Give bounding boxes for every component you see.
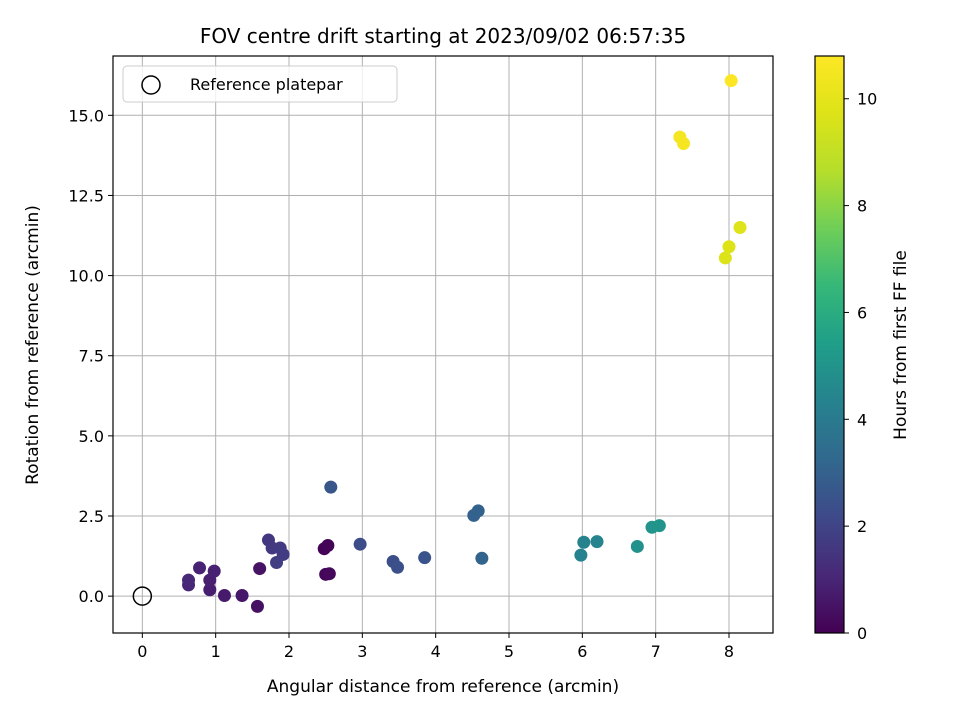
data-point	[353, 537, 367, 551]
y-tick-label: 5.0	[79, 427, 104, 446]
colorbar-tick-label: 4	[857, 410, 867, 429]
data-point	[182, 573, 196, 587]
colorbar-tick-label: 8	[857, 197, 867, 216]
y-tick-label: 7.5	[79, 347, 104, 366]
data-point	[322, 567, 336, 581]
data-point	[577, 535, 591, 549]
y-tick-label: 10.0	[68, 267, 104, 286]
chart-title: FOV centre drift starting at 2023/09/02 …	[200, 24, 686, 48]
data-point	[250, 599, 264, 613]
data-point	[471, 504, 485, 518]
x-tick-label: 8	[724, 642, 734, 661]
legend: Reference platepar	[122, 65, 398, 103]
x-tick-label: 3	[357, 642, 367, 661]
data-point	[193, 561, 207, 575]
data-point	[270, 555, 284, 569]
data-point	[324, 480, 338, 494]
data-point	[718, 251, 732, 265]
x-tick-label: 1	[211, 642, 221, 661]
y-tick-label: 12.5	[68, 186, 104, 205]
y-tick-label: 0.0	[79, 587, 104, 606]
data-point	[253, 562, 267, 576]
data-point	[724, 74, 738, 88]
colorbar-ticks: 0 2 4 6 8 10	[844, 90, 877, 643]
data-point	[652, 519, 666, 533]
grid	[113, 56, 773, 633]
x-axis-label: Angular distance from reference (arcmin)	[267, 677, 619, 697]
x-tick-label: 5	[504, 642, 514, 661]
y-tick-label: 2.5	[79, 507, 104, 526]
data-point	[321, 538, 335, 552]
y-axis-label: Rotation from reference (arcmin)	[23, 205, 43, 485]
colorbar-tick-label: 2	[857, 517, 867, 536]
data-point	[203, 583, 217, 597]
data-point	[391, 560, 405, 574]
data-point	[630, 539, 644, 553]
x-tick-label: 6	[577, 642, 587, 661]
colorbar-label: Hours from first FF file	[891, 250, 911, 440]
colorbar-tick-label: 0	[857, 624, 867, 643]
plot-frame	[112, 55, 774, 634]
data-point	[590, 535, 604, 549]
data-point	[207, 564, 221, 578]
x-axis-ticks: 0 1 2 3 4 5 6 7 8	[137, 633, 734, 661]
x-tick-label: 7	[651, 642, 661, 661]
legend-label: Reference platepar	[190, 75, 343, 94]
x-tick-label: 4	[431, 642, 441, 661]
x-tick-label: 0	[137, 642, 147, 661]
colorbar: 0 2 4 6 8 10 Hours from first FF file	[814, 55, 911, 643]
reference-marker	[132, 586, 153, 606]
colorbar-gradient	[815, 56, 844, 633]
colorbar-frame	[814, 55, 845, 634]
colorbar-tick-label: 10	[857, 90, 877, 109]
data-point	[217, 588, 231, 602]
data-point	[475, 551, 489, 565]
data-point	[677, 137, 691, 151]
legend-marker	[141, 75, 161, 95]
data-points	[182, 74, 747, 613]
y-tick-label: 15.0	[68, 106, 104, 125]
legend-box	[122, 65, 398, 103]
data-point	[574, 548, 588, 562]
x-tick-label: 2	[284, 642, 294, 661]
data-point	[733, 220, 747, 234]
colorbar-tick-label: 6	[857, 303, 867, 322]
data-point	[722, 240, 736, 254]
data-point	[418, 551, 432, 565]
data-point	[235, 588, 249, 602]
y-axis-ticks: 0.0 2.5 5.0 7.5 10.0 12.5 15.0	[68, 106, 113, 606]
